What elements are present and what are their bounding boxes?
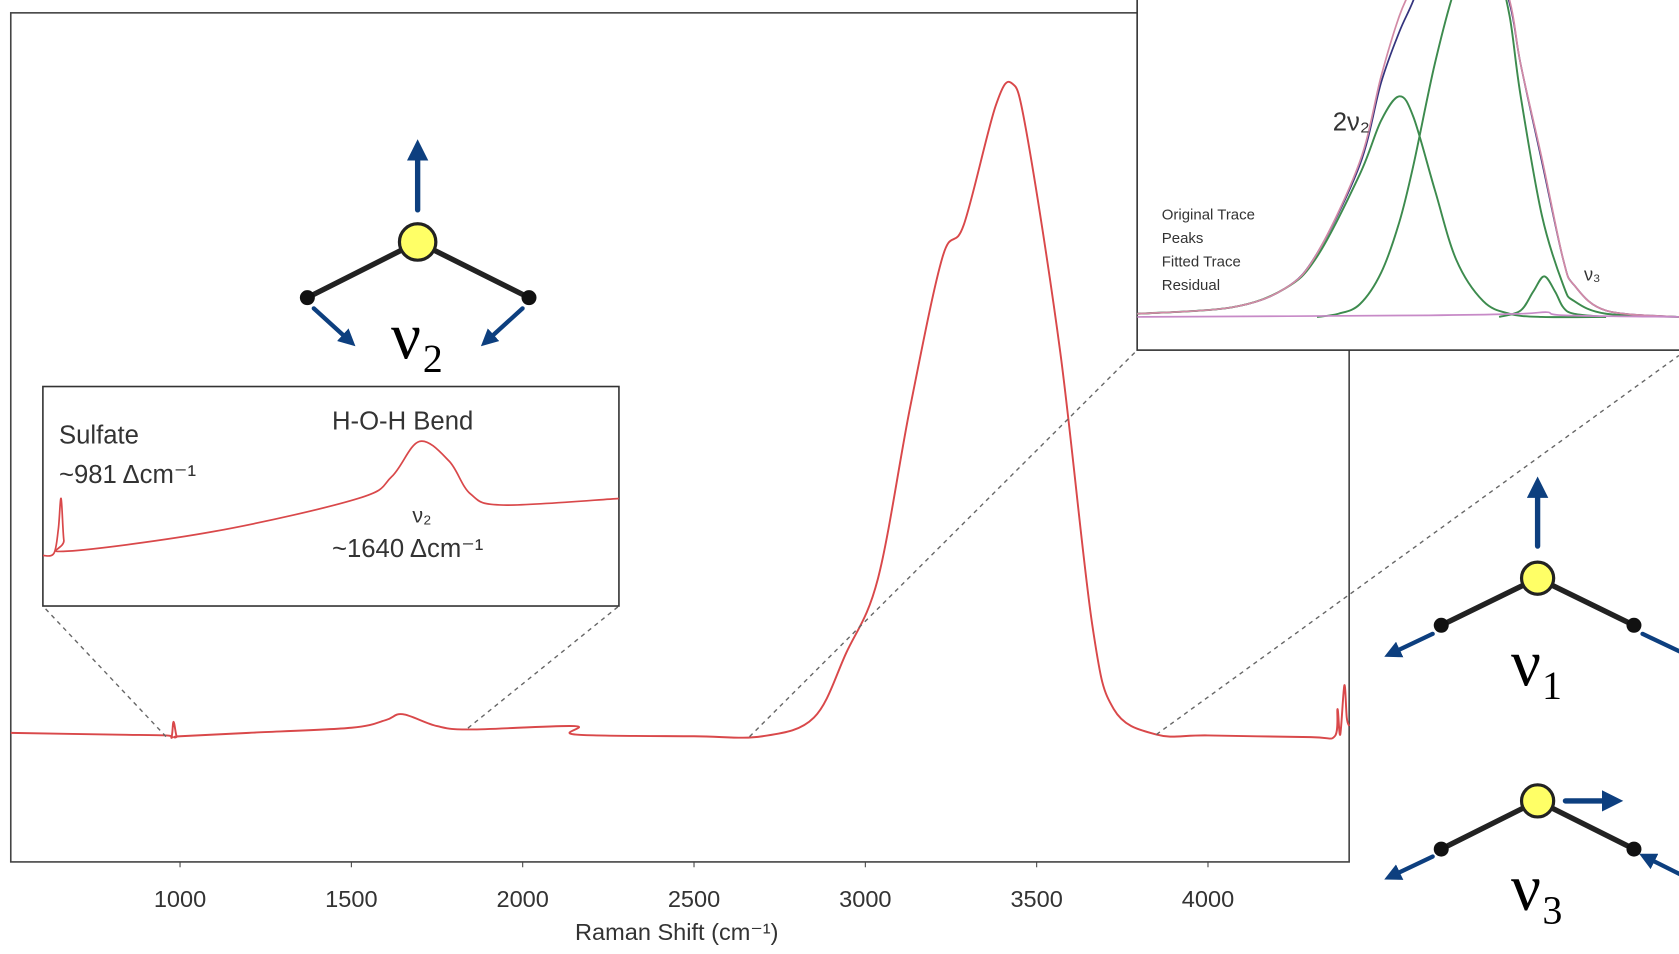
data-line [42,440,619,557]
legend-entry: Peaks [1162,230,1204,247]
bond [414,239,532,301]
hydrogen [521,290,537,306]
oxygen [1519,560,1556,596]
legend-entry: Residual [1162,277,1220,294]
annotation: ν₃ [1584,265,1601,285]
annotation: H-O-H Bend [332,407,473,435]
arrow [480,306,525,347]
hydrogen [1626,617,1642,633]
hydrogen [1433,617,1449,633]
guide-line [42,605,167,738]
guide-line [749,349,1138,738]
zoom-guides [42,349,1679,738]
bond [304,239,421,301]
x-tick-label: 1000 [154,886,206,912]
inset-fit: 2ν₂ ν₃ Original Trace Peaks Fitted Trace Resi… [1136,0,1679,351]
symmetric-stretch-mode: ν₁ [1384,476,1679,700]
legend-entry: Fitted Trace [1162,254,1241,271]
asymmetric-stretch-mode: ν₃ [1384,783,1679,925]
plot-layer [1137,0,1679,319]
plot-layer [10,80,1351,740]
inset-frame [1136,0,1679,351]
bond [1534,798,1637,852]
arrow [1384,631,1435,658]
mode-label: ν₁ [1511,627,1564,700]
x-tick-label: 3500 [1010,886,1062,912]
inset-bend: Sulfate ~981 Δcm⁻¹ H-O-H Bend ν₂ ~1640 Δcm⁻¹ [42,385,620,607]
x-tick-label: 4000 [1182,886,1234,912]
data-line [10,80,1351,740]
bond [1534,575,1637,628]
x-tick-label: 2500 [668,886,720,912]
annotation: ν₂ [412,504,431,528]
x-tick-label: 2000 [496,886,548,912]
guide-line [467,605,620,729]
data-line [1137,0,1679,318]
x-axis-title: Raman Shift (cm⁻¹) [575,919,778,945]
x-tick-label: 3000 [839,886,891,912]
hydrogen [1626,841,1642,857]
data-line [1137,311,1679,318]
mode-label: ν₃ [1511,852,1564,925]
inset-frame [42,385,620,607]
arrow [1384,854,1435,880]
bend-mode: ν₂ [299,139,537,374]
plot-frame [9,12,1350,863]
data-line [1498,275,1607,318]
mode-diagrams: ν₂ ν₁ ν₃ [299,139,1679,925]
guide-line [1156,354,1679,736]
hydrogen [299,290,315,306]
main-chart: Raman Shift (cm⁻¹) 1000 1500 2000 2500 3000 3… [9,12,1351,945]
x-tick-label: 1500 [325,886,377,912]
annotation: ~981 Δcm⁻¹ [59,461,196,489]
data-line [1316,0,1679,318]
bond [1438,575,1541,628]
plot-layer [42,440,619,557]
annotation: Sulfate [59,421,139,449]
hydrogen [1433,841,1449,857]
arrow [1640,631,1679,654]
arrow [311,306,356,347]
bond [1438,798,1541,852]
annotation: ~1640 Δcm⁻¹ [332,535,483,563]
annotation: 2ν₂ [1333,109,1370,137]
oxygen [397,222,438,262]
mode-label: ν₂ [391,301,444,374]
oxygen [1519,783,1556,819]
legend-entry: Original Trace [1162,206,1255,223]
arrow [1639,853,1679,877]
